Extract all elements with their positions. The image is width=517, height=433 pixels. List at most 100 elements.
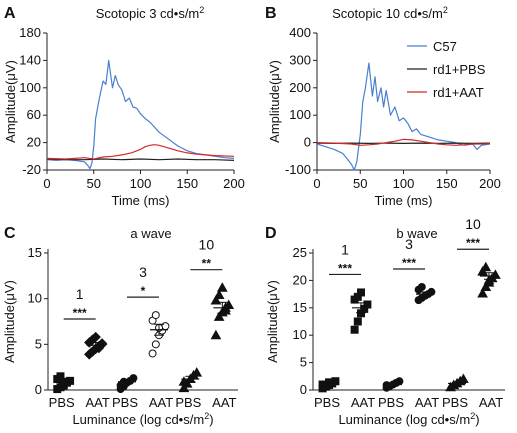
category-label-pbs: PBS [378, 395, 404, 410]
category-label-aat: AAT [86, 395, 110, 410]
category-label-aat: AAT [212, 395, 236, 410]
x-tick-label: 100 [130, 176, 152, 191]
data-point-circle [129, 374, 138, 383]
panel-title-B: Scotopic 10 cd•s/m2 [332, 5, 448, 21]
x-axis-label-superscript: 2 [204, 411, 209, 421]
x-tick-label: 100 [393, 176, 415, 191]
y-axis-label: Amplitude(μV) [2, 280, 17, 363]
panel-label-D: D [265, 225, 277, 242]
y-tick-label: 5 [300, 355, 307, 370]
y-tick-label: -20 [22, 162, 41, 177]
x-tick-label: 50 [353, 176, 367, 191]
panel-label-A: A [4, 5, 16, 22]
y-tick-label: 60 [27, 107, 41, 122]
panel-title-A-superscript: 2 [199, 5, 204, 15]
y-tick-label: 180 [19, 25, 41, 40]
data-point-circle [151, 340, 160, 349]
series-line-c57 [316, 62, 491, 171]
significance-marker: ** [202, 257, 212, 271]
category-label-aat: AAT [351, 395, 375, 410]
y-tick-label: 0 [300, 382, 307, 397]
category-label-aat: AAT [479, 395, 503, 410]
y-tick-label: 20 [27, 135, 41, 150]
y-tick-label: 20 [293, 272, 307, 287]
panel-title-A-main: Scotopic 3 cd•s/m [96, 6, 200, 21]
x-axis-label: Time (ms) [111, 193, 169, 208]
x-axis-label-superscript: 2 [470, 411, 475, 421]
x-tick-label: 200 [223, 176, 245, 191]
x-tick-label: 200 [479, 176, 501, 191]
data-point-circle [148, 349, 157, 358]
y-tick-label: 5 [35, 336, 42, 351]
data-point-triangle [477, 288, 488, 298]
series-line-rd1-aat [316, 138, 491, 146]
panel-title-A: Scotopic 3 cd•s/m2 [96, 5, 205, 21]
y-axis-label: Amplitude(μV) [267, 60, 282, 143]
category-label-pbs: PBS [175, 395, 201, 410]
panel-title-B-main: Scotopic 10 cd•s/m [332, 6, 443, 21]
y-tick-label: 10 [28, 291, 42, 306]
data-point-triangle [480, 261, 492, 272]
data-point-diamond [90, 331, 101, 343]
data-point-triangle [213, 311, 225, 321]
y-tick-label: 100 [19, 80, 41, 95]
category-label-pbs: PBS [314, 395, 340, 410]
data-point-square [363, 300, 372, 309]
group-label: 10 [465, 216, 481, 232]
x-axis-label: Time (ms) [374, 193, 432, 208]
series-line-c57 [46, 59, 235, 170]
panel-title-C: a wave [130, 226, 171, 241]
x-tick-label: 150 [176, 176, 198, 191]
series-line-rd1-pbs [46, 158, 235, 161]
x-axis-label-end: ) [475, 412, 479, 427]
significance-marker: * [141, 284, 146, 298]
panel-label-B: B [265, 5, 277, 22]
significance-marker: *** [338, 261, 352, 275]
data-point-square [350, 325, 359, 334]
data-point-triangle [210, 329, 222, 340]
data-point-triangle [178, 382, 190, 393]
data-point-triangle [220, 305, 231, 315]
x-axis-label: Luminance (log cd•s/m2) [72, 411, 213, 427]
data-point-triangle [191, 367, 203, 377]
group-label: 1 [341, 241, 349, 257]
y-tick-label: 140 [19, 52, 41, 67]
group-label: 3 [405, 236, 413, 252]
data-point-square [353, 317, 362, 326]
legend-entry: C57 [433, 39, 457, 54]
x-axis-label-end: ) [209, 412, 213, 427]
data-point-triangle [223, 299, 235, 310]
x-axis-label-main: Luminance (log cd•s/m [72, 412, 204, 427]
category-label-aat: AAT [149, 395, 173, 410]
category-label-pbs: PBS [442, 395, 468, 410]
significance-marker: *** [466, 236, 480, 250]
category-label-aat: AAT [415, 395, 439, 410]
x-tick-label: 150 [436, 176, 458, 191]
legend-entry: rd1+PBS [433, 62, 486, 77]
y-tick-label: 0 [304, 135, 311, 150]
y-axis-label: Amplitude(μV) [3, 60, 18, 143]
y-tick-label: -100 [285, 162, 311, 177]
y-tick-label: 400 [289, 25, 311, 40]
y-tick-label: 100 [289, 107, 311, 122]
data-point-triangle [458, 373, 469, 384]
legend-entry: rd1+AAT [433, 85, 484, 100]
group-label: 3 [139, 264, 147, 280]
data-point-triangle [216, 282, 228, 292]
x-tick-label: 0 [43, 176, 50, 191]
data-point-circle [151, 311, 160, 320]
y-tick-label: 15 [28, 245, 42, 260]
significance-marker: *** [73, 306, 87, 320]
group-label: 10 [199, 237, 215, 253]
x-tick-label: 50 [87, 176, 101, 191]
panel-label-C: C [4, 225, 16, 242]
data-point-triangle [213, 289, 225, 300]
y-tick-label: 200 [289, 80, 311, 95]
y-tick-label: 10 [293, 327, 307, 342]
x-tick-label: 0 [313, 176, 320, 191]
category-label-pbs: PBS [112, 395, 138, 410]
data-point-triangle [483, 274, 495, 285]
